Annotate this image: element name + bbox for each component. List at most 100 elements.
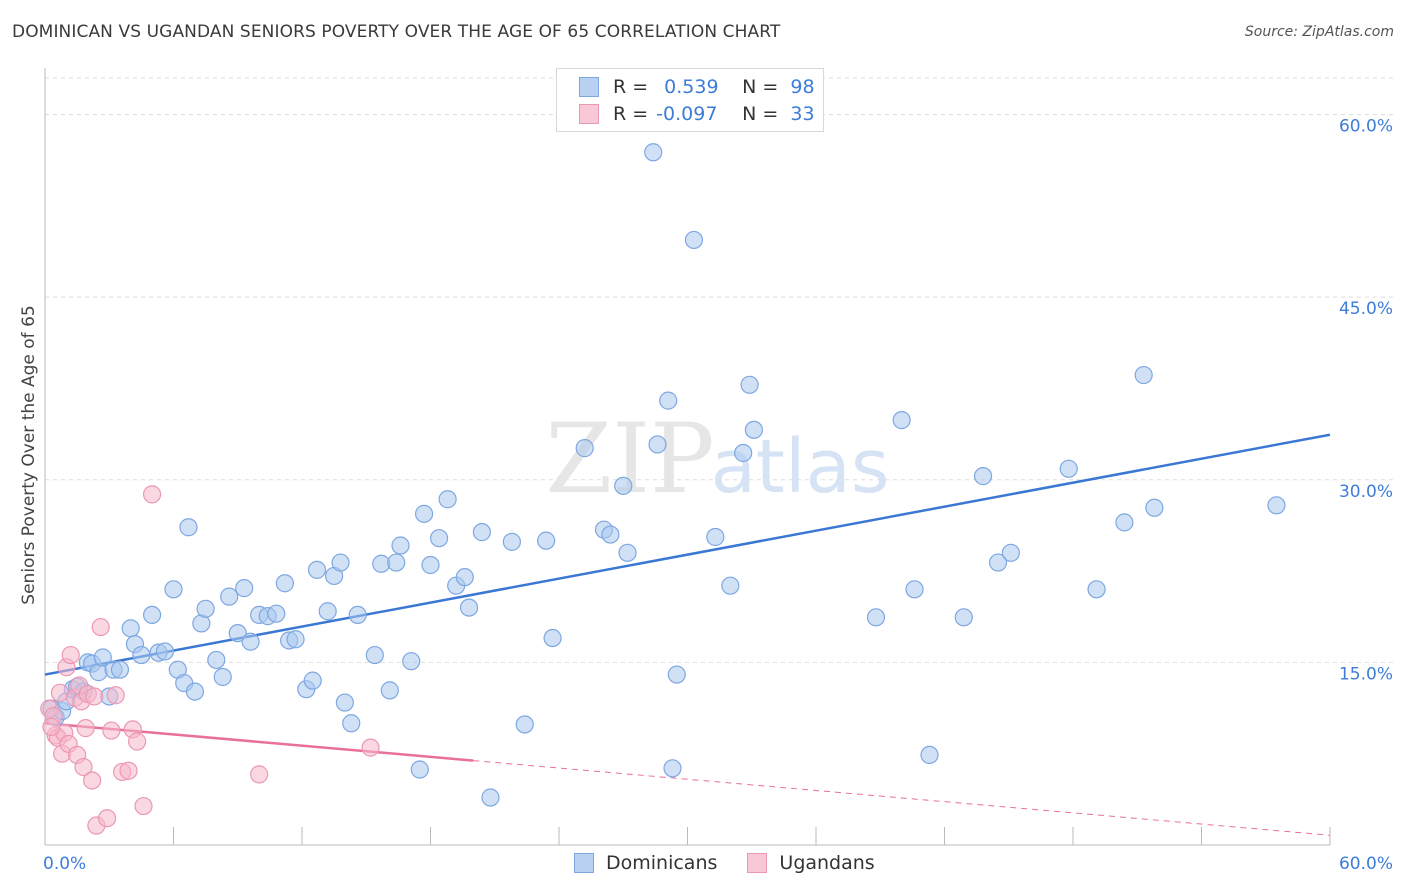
point-dominicans [684,230,704,250]
point-dominicans [667,665,686,684]
y-tick-label: 30.0% [1339,482,1393,502]
point-ugandans [83,771,102,790]
grid-lines [45,77,1395,663]
point-ugandans [91,617,110,637]
point-dominicans [575,439,594,458]
point-dominicans [954,608,973,627]
point-ugandans [85,687,104,706]
point-dominicans [267,604,286,623]
point-dominicans [196,599,215,618]
y-tick-label: 60.0% [1339,117,1393,137]
point-dominicans [648,435,667,454]
point-dominicans [380,681,399,700]
point-dominicans [973,467,993,486]
point-ugandans [76,719,95,738]
legend-swatch-blue [579,77,599,97]
legend-r-value: 0.539 [664,76,719,98]
point-dominicans [335,693,354,712]
point-dominicans [1059,459,1078,478]
point-dominicans [421,555,440,575]
point-dominicans [391,536,410,555]
legend-r-label: R = [613,76,649,98]
legend-label-ugandans: Ugandans [779,852,875,874]
point-dominicans [920,745,939,765]
point-ugandans [106,686,125,705]
point-dominicans [459,598,479,617]
point-dominicans [1267,496,1286,515]
point-dominicans [414,504,434,523]
x-tick-label-min: 0.0% [43,854,86,874]
point-ugandans [42,717,61,737]
point-dominicans [93,648,112,667]
point-dominicans [1087,580,1106,599]
point-ugandans [61,645,80,665]
point-dominicans [275,574,294,593]
point-dominicans [734,443,753,463]
point-dominicans [132,645,151,665]
point-ugandans [50,683,70,702]
point-dominicans [614,476,633,495]
point-dominicans [601,525,620,544]
point-dominicans [365,645,384,665]
data-points [40,143,1286,835]
point-dominicans [164,580,183,599]
y-tick-label: 15.0% [1339,664,1393,684]
trend-line-ugandans-extrapolated [473,760,1331,836]
series-legend: Dominicans Ugandans [574,852,905,874]
point-dominicans [543,628,562,648]
point-dominicans [142,605,162,625]
legend-n-value: 98 [790,76,815,98]
trend-line-dominicans [44,433,1331,676]
point-dominicans [744,420,763,439]
legend-row-ugandans: R = -0.097 N = 33 [579,102,815,126]
point-ugandans [361,738,380,757]
legend-item-ugandans[interactable]: Ugandans [747,852,875,874]
point-dominicans [121,619,140,638]
point-dominicans [1134,365,1153,385]
legend-n-label: N = [742,103,779,125]
point-dominicans [706,527,725,547]
point-dominicans [207,650,226,670]
point-dominicans [410,760,429,779]
correlation-legend: R = 0.539 N = 98 R = -0.097 N = 33 [556,68,824,132]
point-dominicans [644,143,663,162]
point-dominicans [179,518,198,537]
point-ugandans [134,796,153,816]
point-dominicans [1145,498,1164,517]
point-ugandans [127,732,147,751]
point-dominicans [537,531,556,550]
point-ugandans [119,761,138,780]
point-ugandans [98,809,117,828]
point-dominicans [318,602,337,621]
point-dominicans [455,568,474,587]
point-dominicans [502,532,521,551]
legend-row-dominicans: R = 0.539 N = 98 [579,75,815,99]
point-dominicans [988,553,1008,572]
legend-r-value: -0.097 [656,103,718,125]
axis-labels: 15.0% 30.0% 45.0% 60.0% 0.0% 60.0% [43,117,1393,874]
point-dominicans [618,543,637,562]
chart-title: DOMINICAN VS UGANDAN SENIORS POVERTY OVE… [12,22,781,42]
point-dominicans [515,715,534,734]
x-tick-label-max: 60.0% [1339,854,1393,874]
legend-n-label: N = [742,76,779,98]
point-dominicans [307,560,327,579]
legend-item-dominicans[interactable]: Dominicans [574,852,717,874]
point-dominicans [286,630,305,649]
legend-swatch-pink [579,104,599,124]
watermark-zip: ZIP [545,403,714,515]
point-ugandans [142,485,162,504]
point-dominicans [387,553,406,572]
point-dominicans [429,529,449,548]
point-dominicans [1001,543,1020,562]
point-dominicans [185,682,205,701]
legend-swatch-ugandans [747,853,768,873]
legend-n-value: 33 [790,103,815,125]
point-ugandans [74,757,93,777]
point-dominicans [331,553,350,572]
point-dominicans [220,587,239,606]
point-dominicans [228,624,247,643]
point-dominicans [892,411,911,430]
point-dominicans [372,554,391,573]
legend-label-dominicans: Dominicans [606,852,718,874]
